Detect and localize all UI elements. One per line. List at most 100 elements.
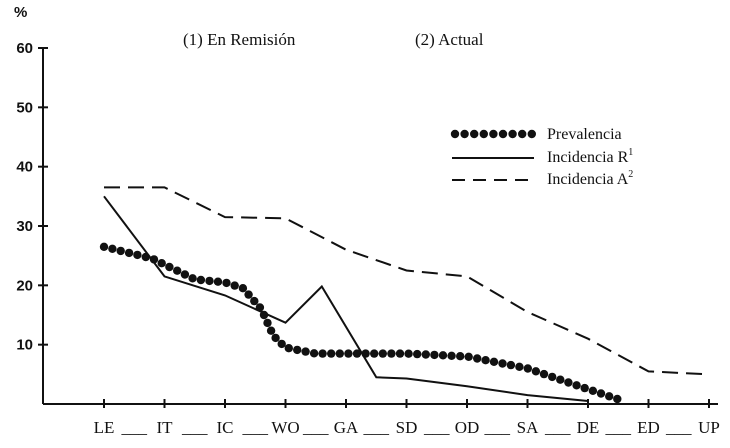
x-tick-label-it: IT [156,418,173,437]
series-dot-prevalencia [250,296,259,306]
series-dot-prevalencia [180,270,190,279]
x-axis-categories: LE IT IC WO GA SD OD SA DE ED UP ___ ___ ___ ___ ___ ___… [94,399,720,437]
series-dot-prevalencia [588,386,598,395]
series-dot-prevalencia [596,389,606,398]
x-tick-label-ga: GA [334,418,359,437]
series-incidencia-r [103,195,589,402]
series-dot-prevalencia [213,277,223,286]
y-tick-label-10: 10 [16,337,33,354]
x-tick-label-ed: ED [637,418,660,437]
legend-item-prevalencia: Prevalencia [450,126,622,143]
series-dot-prevalencia [165,262,174,272]
series-dot-prevalencia [188,274,197,283]
x-separator: ___ [242,418,269,437]
series-dot-prevalencia [309,349,319,358]
series-dot-prevalencia [438,351,448,360]
x-tick-label-up: UP [698,418,720,437]
series-line-incidencia-a [104,186,710,376]
series-dot-prevalencia [205,276,214,286]
series-dot-prevalencia [404,349,413,358]
series-dot-prevalencia [116,246,125,256]
legend-swatch-dot-prevalencia [450,129,460,139]
series-prevalencia [99,242,622,404]
series-dot-prevalencia [413,349,422,359]
x-tick-label-sd: SD [396,418,418,437]
series-dot-prevalencia [456,352,465,361]
series-dot-prevalencia [489,357,499,366]
series-dot-prevalencia [344,349,353,358]
series-dot-prevalencia [108,244,117,253]
series-dot-prevalencia [157,259,166,268]
series-dot-prevalencia [464,352,473,361]
series-dot-prevalencia [352,349,362,358]
x-tick-label-ic: IC [217,418,234,437]
x-tick-label-le: LE [94,418,115,437]
series-dot-prevalencia [421,350,430,359]
series-dot-prevalencia [173,266,182,275]
series-dot-prevalencia [564,378,573,387]
x-tick-label-wo: WO [271,418,299,437]
series-dot-prevalencia [473,354,482,363]
legend-swatch-dot-prevalencia [470,129,479,139]
series-dot-prevalencia [378,349,387,358]
series-dot-prevalencia [244,290,253,299]
x-separator: ___ [121,418,148,437]
series-dot-prevalencia [387,349,396,358]
series-dot-prevalencia [515,362,524,371]
y-axis-label: % [14,4,27,21]
series-dot-prevalencia [222,278,231,288]
series-dot-prevalencia [301,347,310,356]
legend-item-incidencia-a: Incidencia A2 [452,169,633,188]
legend: Prevalencia Incidencia R1 Incidencia A2 [450,126,633,188]
y-axis-ticks: 10 20 30 40 50 60 [16,40,48,354]
series-dot-prevalencia [605,392,614,401]
series-dot-prevalencia [556,375,565,384]
legend-swatch-dot-prevalencia [508,129,517,139]
x-separator: ___ [423,418,450,437]
x-separator: ___ [181,418,208,437]
x-separator: ___ [363,418,390,437]
series-dot-prevalencia [318,349,327,358]
series-dot-prevalencia [548,372,557,382]
x-tick-label-od: OD [455,418,480,437]
legend-label-incidencia-r: Incidencia R [547,149,629,166]
y-tick-label-50: 50 [16,99,33,116]
series-dot-prevalencia [99,242,109,251]
series-dot-prevalencia [395,349,405,358]
header-note-1: (1) En Remisión [183,30,296,49]
legend-item-incidencia-r: Incidencia R1 [452,147,633,166]
y-tick-label-30: 30 [16,218,33,235]
header-note-2: (2) Actual [415,30,484,49]
y-tick-label-60: 60 [16,40,33,57]
series-dot-prevalencia [447,351,456,360]
legend-swatch-dot-prevalencia [518,129,527,139]
series-dot-prevalencia [277,339,286,349]
legend-swatch-dot-prevalencia [527,129,536,139]
series-dot-prevalencia [327,349,336,358]
series-dot-prevalencia [284,344,293,353]
legend-label-incidencia-a: Incidencia A [547,171,629,188]
legend-swatch-dot-prevalencia [460,129,469,139]
series-dot-prevalencia [370,349,379,358]
series-incidencia-a [104,186,710,376]
svg-text:Incidencia A2: Incidencia A2 [547,169,633,188]
series-dot-prevalencia [263,318,272,328]
series-dot-prevalencia [271,333,280,343]
series-line-incidencia-r [103,195,589,402]
series-layer [99,186,710,404]
x-tick-label-sa: SA [517,418,539,437]
series-dot-prevalencia [238,284,248,293]
legend-label-prevalencia: Prevalencia [547,126,622,143]
series-dot-prevalencia [506,360,516,370]
y-tick-label-20: 20 [16,277,33,294]
series-dot-prevalencia [572,381,581,390]
x-separator: ___ [544,418,571,437]
x-separator: ___ [665,418,692,437]
legend-superscript-1: 1 [628,147,633,158]
x-tick-label-de: DE [577,418,600,437]
y-tick-label-40: 40 [16,159,33,176]
series-dot-prevalencia [293,345,302,355]
series-dot-prevalencia [133,250,142,260]
legend-swatch-dot-prevalencia [489,129,498,139]
